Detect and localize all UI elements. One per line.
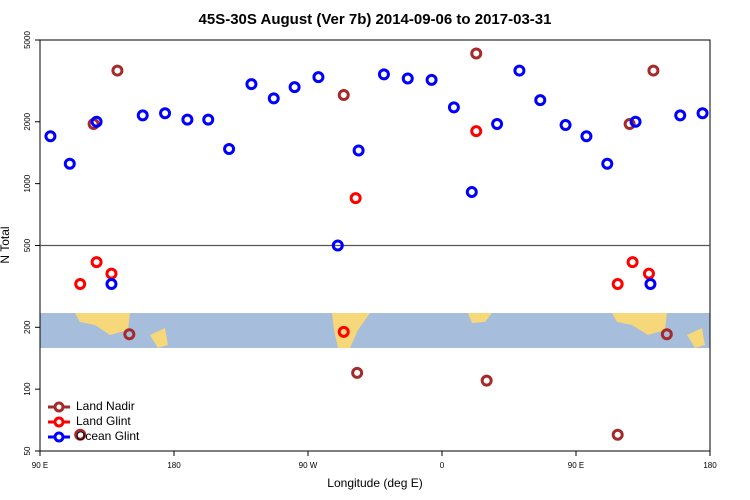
point (629, 115, 642, 128)
point (331, 239, 344, 252)
y-tick-label: 5000 (23, 31, 32, 49)
point (465, 186, 478, 199)
point (580, 130, 593, 143)
point (491, 118, 504, 131)
point (534, 94, 547, 107)
point (401, 72, 414, 85)
point (447, 101, 460, 114)
point (159, 107, 172, 120)
legend-label: Land Glint (76, 414, 131, 428)
point (352, 144, 365, 157)
x-axis-label: Longitude (deg E) (327, 476, 422, 490)
point (674, 109, 687, 122)
y-axis-label: N Total (0, 226, 12, 263)
point (611, 428, 624, 441)
point (337, 325, 350, 338)
x-tick-label: 180 (703, 461, 717, 470)
point (223, 142, 236, 155)
legend-marker (53, 401, 65, 413)
y-tick-label: 50 (23, 446, 32, 455)
point (351, 366, 364, 379)
point (337, 88, 350, 101)
chart-title: 45S-30S August (Ver 7b) 2014-09-06 to 20… (199, 11, 552, 28)
point (601, 157, 614, 170)
legend-label: Land Nadir (76, 399, 135, 413)
legend-marker (53, 416, 65, 428)
x-tick-label: 90 E (32, 461, 48, 470)
point (470, 47, 483, 60)
point (90, 256, 103, 269)
y-tick-label: 1000 (23, 174, 32, 192)
point (288, 81, 301, 94)
point (90, 115, 103, 128)
point (642, 267, 655, 280)
point (312, 71, 325, 84)
x-tick-label: 180 (167, 461, 181, 470)
point (63, 157, 76, 170)
point (626, 256, 639, 269)
point (425, 73, 438, 86)
point (623, 118, 636, 131)
point (696, 107, 709, 120)
x-tick-label: 90 E (568, 461, 584, 470)
point (123, 328, 136, 341)
point (480, 374, 493, 387)
point (111, 64, 124, 77)
y-tick-label: 500 (23, 238, 32, 252)
point (74, 428, 87, 441)
point (559, 118, 572, 131)
point (105, 277, 118, 290)
point (377, 68, 390, 81)
legend-marker (53, 431, 65, 443)
point (245, 78, 258, 91)
legend-label: Ocean Glint (76, 429, 140, 443)
x-tick-label: 90 W (299, 461, 318, 470)
point (267, 92, 280, 105)
point (136, 109, 149, 122)
point (202, 113, 215, 126)
point (470, 125, 483, 138)
point (44, 130, 57, 143)
point (181, 113, 194, 126)
point (349, 192, 362, 205)
y-tick-label: 100 (23, 382, 32, 396)
point (660, 328, 673, 341)
point (513, 64, 526, 77)
point (647, 64, 660, 77)
y-tick-label: 2000 (23, 112, 32, 130)
point (644, 277, 657, 290)
point (105, 267, 118, 280)
point (74, 277, 87, 290)
map-strip (40, 313, 710, 348)
y-tick-label: 200 (23, 320, 32, 334)
point (611, 277, 624, 290)
x-tick-label: 0 (440, 461, 445, 470)
